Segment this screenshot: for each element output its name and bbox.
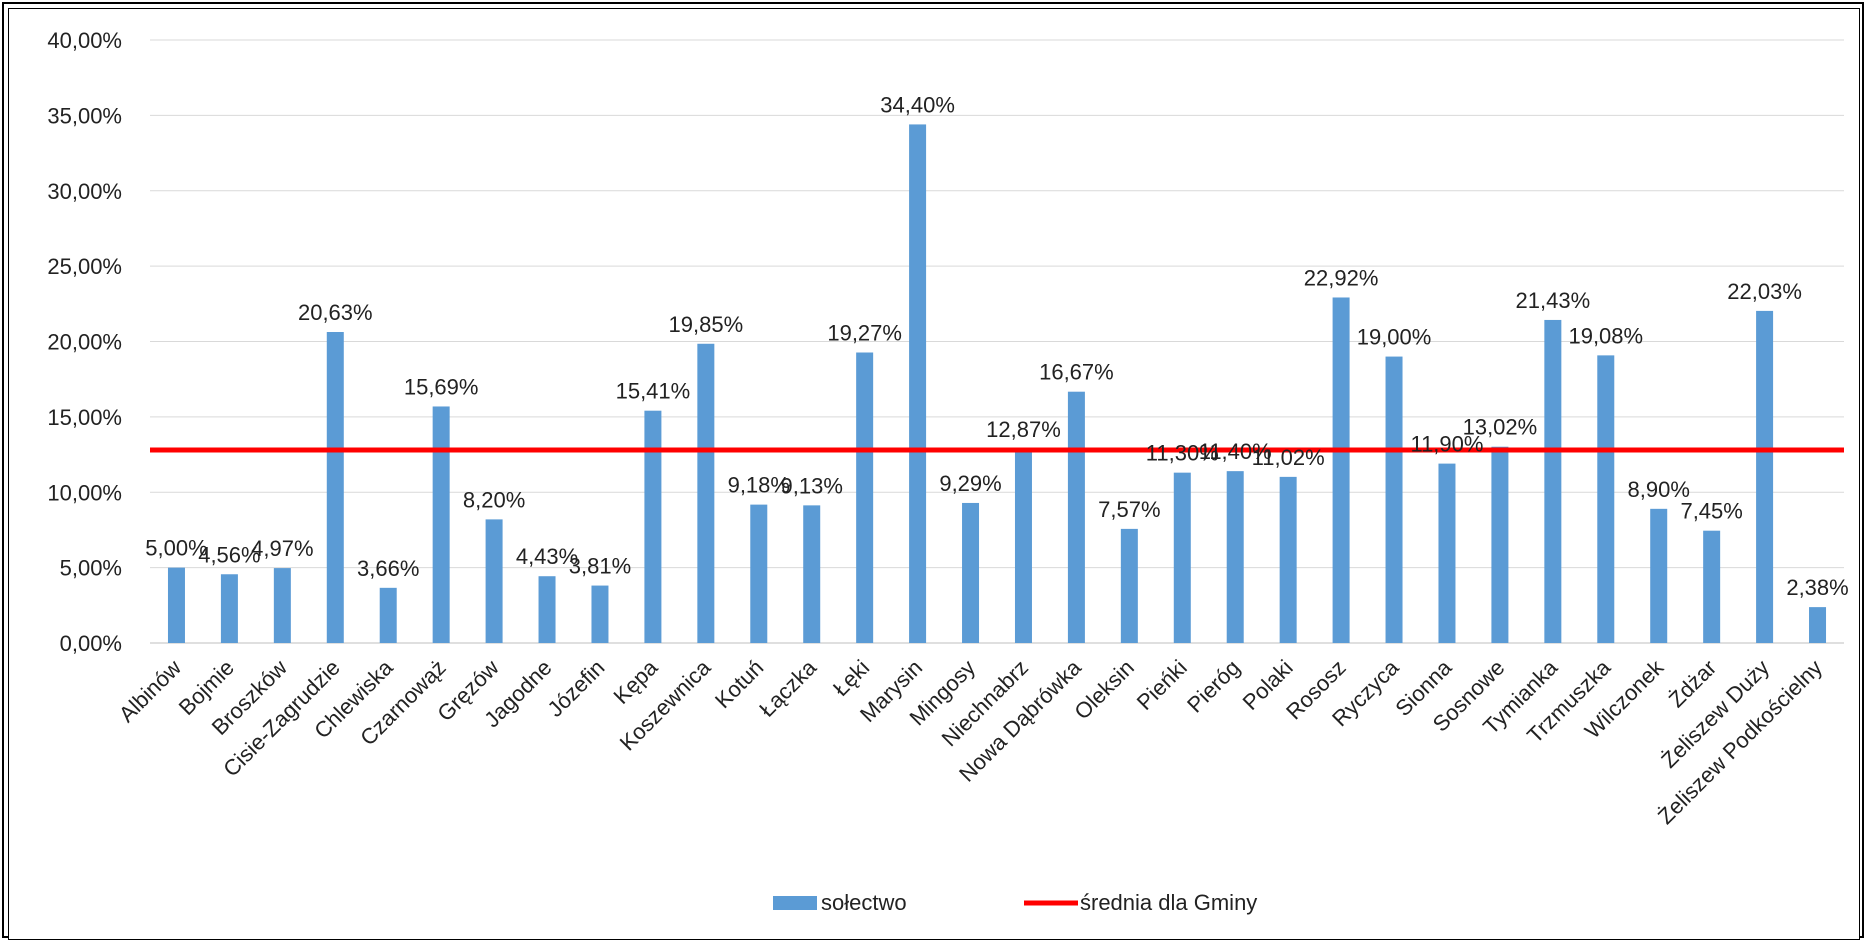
- bar: [856, 352, 874, 643]
- data-label: 9,13%: [781, 473, 843, 498]
- data-label: 11,40%: [1199, 439, 1272, 464]
- data-label: 34,40%: [880, 92, 955, 117]
- data-label: 9,18%: [728, 473, 790, 498]
- y-tick-label: 30,00%: [47, 179, 122, 204]
- data-label: 3,66%: [357, 556, 419, 581]
- bar: [326, 332, 344, 643]
- bar: [485, 519, 503, 643]
- data-label: 5,00%: [145, 536, 207, 561]
- y-tick-label: 40,00%: [47, 28, 122, 53]
- bar: [591, 585, 609, 643]
- data-label: 15,69%: [404, 374, 479, 399]
- bar: [1120, 528, 1138, 643]
- bar: [220, 574, 238, 643]
- bar: [1703, 530, 1721, 643]
- bar: [1173, 472, 1191, 643]
- data-label: 20,63%: [298, 300, 373, 325]
- y-tick-label: 35,00%: [47, 103, 122, 128]
- bar: [1226, 471, 1244, 643]
- data-label: 4,97%: [251, 536, 313, 561]
- y-tick-label: 5,00%: [60, 556, 122, 581]
- data-label: 8,90%: [1628, 477, 1690, 502]
- data-label: 21,43%: [1516, 288, 1591, 313]
- bar: [432, 406, 450, 643]
- y-axis: 0,00% 5,00% 10,00% 15,00% 20,00% 25,00% 30,00%…: [47, 28, 122, 656]
- data-label: 13,02%: [1463, 415, 1538, 440]
- bars: [167, 124, 1827, 644]
- bar: [1491, 446, 1509, 643]
- y-tick-label: 25,00%: [47, 254, 122, 279]
- bar: [1279, 476, 1297, 643]
- bar: [167, 567, 185, 643]
- bar: [1067, 391, 1085, 643]
- data-label: 7,57%: [1098, 497, 1160, 522]
- bar: [538, 576, 556, 643]
- x-tick-label: Józefin: [543, 655, 610, 722]
- data-label: 9,29%: [939, 471, 1001, 496]
- x-tick-label: Pieńki: [1132, 655, 1192, 715]
- data-label: 7,45%: [1680, 499, 1742, 524]
- data-label: 19,27%: [827, 321, 902, 346]
- bar: [379, 587, 397, 643]
- data-label: 15,41%: [616, 379, 691, 404]
- bar: [1756, 310, 1774, 643]
- data-label: 2,38%: [1786, 575, 1848, 600]
- data-label: 19,00%: [1357, 325, 1432, 350]
- y-tick-label: 10,00%: [47, 480, 122, 505]
- data-label: 11,02%: [1252, 445, 1325, 470]
- data-label: 16,67%: [1039, 360, 1114, 385]
- bar: [909, 124, 927, 644]
- bar: [803, 505, 821, 643]
- bar: [1544, 319, 1562, 643]
- bar: [962, 502, 980, 643]
- bar: [1014, 448, 1032, 643]
- gridlines: [150, 39, 1844, 644]
- legend: sołectwo średnia dla Gminy: [773, 890, 1257, 915]
- x-tick-label: Łęki: [828, 655, 874, 701]
- legend-label-solectwo: sołectwo: [821, 890, 907, 915]
- y-tick-label: 15,00%: [47, 405, 122, 430]
- bar: [1809, 607, 1827, 643]
- data-label: 4,56%: [198, 542, 260, 567]
- x-tick-label: Łączka: [754, 654, 822, 722]
- bar: [1597, 355, 1615, 643]
- data-label: 11,90%: [1410, 432, 1483, 457]
- data-label: 19,08%: [1568, 323, 1643, 348]
- bar: [697, 343, 715, 643]
- bar: [1438, 463, 1456, 643]
- legend-swatch-solectwo: [773, 896, 817, 910]
- bar: [750, 504, 768, 643]
- data-label: 8,20%: [463, 487, 525, 512]
- data-label: 4,43%: [516, 544, 578, 569]
- bar: [644, 410, 662, 643]
- y-tick-label: 0,00%: [60, 631, 122, 656]
- data-label: 19,85%: [669, 312, 744, 337]
- legend-label-srednia: średnia dla Gminy: [1080, 890, 1257, 915]
- bar: [1332, 297, 1350, 643]
- x-axis: AlbinówBojmieBroszkówCisie-ZagrudzieChle…: [114, 654, 1827, 829]
- data-labels: 5,00%4,56%4,97% 20,63% 3,66% 15,69% 8,20% 4,4…: [145, 92, 1848, 600]
- bar: [1650, 508, 1668, 643]
- x-tick-label: Albinów: [114, 655, 186, 727]
- x-tick-label: Pieróg: [1182, 655, 1245, 718]
- data-label: 12,87%: [986, 417, 1061, 442]
- data-label: 22,92%: [1304, 265, 1379, 290]
- data-label: 3,81%: [569, 554, 631, 579]
- data-label: 11,30%: [1146, 441, 1219, 466]
- bar: [1385, 356, 1403, 643]
- data-label: 22,03%: [1727, 279, 1802, 304]
- x-tick-label: Oleksin: [1069, 655, 1139, 725]
- y-tick-label: 20,00%: [47, 330, 122, 355]
- bar: [273, 568, 291, 643]
